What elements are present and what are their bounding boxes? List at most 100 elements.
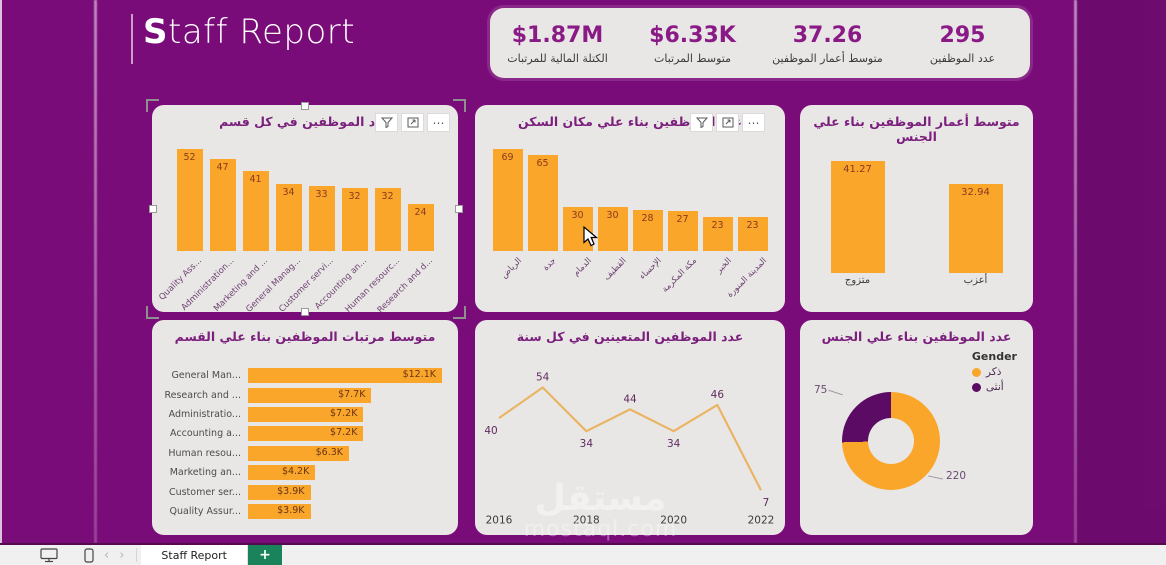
- selection-resize-handle[interactable]: [301, 308, 309, 316]
- filter-icon[interactable]: [375, 113, 398, 132]
- panel-employees-by-city[interactable]: ⋯ عدد الموظفين بناء علي مكان السكن 69 65 3…: [475, 105, 785, 312]
- bar[interactable]: 24: [407, 203, 434, 251]
- axis-label: Research and d...: [375, 256, 435, 312]
- bar[interactable]: 47: [209, 158, 236, 251]
- data-label: 23: [746, 220, 759, 231]
- selection-resize-handle[interactable]: [301, 102, 309, 110]
- page-title-initial: S: [143, 12, 168, 52]
- axis-label: أعزب: [963, 275, 988, 286]
- bar[interactable]: 34: [275, 184, 302, 251]
- bar[interactable]: 28: [632, 209, 663, 251]
- bar[interactable]: 41: [242, 170, 269, 251]
- data-label: 28: [641, 212, 654, 224]
- data-label: $7.7K: [338, 388, 366, 400]
- bar-row: Marketing an... $4.2K: [162, 463, 442, 482]
- data-label: 32: [348, 191, 361, 203]
- line-series[interactable]: [498, 386, 762, 491]
- bar-row: Quality Assur... $3.9K: [162, 502, 442, 521]
- callout-leader-line: [828, 389, 843, 396]
- bar[interactable]: $7.7K: [248, 387, 372, 403]
- kpi-average-salary[interactable]: $6.33K متوسط المرتبات: [625, 21, 760, 65]
- selection-corner: [146, 306, 159, 319]
- data-label: $12.1K: [402, 369, 436, 381]
- bar[interactable]: 33: [308, 186, 335, 251]
- bar[interactable]: $7.2K: [248, 426, 364, 442]
- more-options-icon[interactable]: ⋯: [742, 113, 765, 132]
- x-axis-tick: 2016: [486, 515, 513, 527]
- more-options-icon[interactable]: ⋯: [427, 113, 450, 132]
- title-accent-bar: [131, 14, 133, 64]
- legend-item-male[interactable]: ذكر: [971, 366, 1017, 378]
- left-edge-highlight: [0, 0, 2, 543]
- axis-label: General Man...: [171, 370, 241, 382]
- bar[interactable]: 27: [667, 211, 698, 251]
- bar[interactable]: 30: [597, 206, 628, 251]
- bar[interactable]: 32: [341, 188, 368, 251]
- selection-resize-handle[interactable]: [455, 205, 463, 213]
- canvas-divider-left: [94, 0, 97, 543]
- data-label: 30: [606, 209, 619, 221]
- bar[interactable]: $7.2K: [248, 406, 364, 422]
- plot-area: 52 47 41 34 33 32 32 24: [164, 149, 446, 251]
- axis-label: Quality Assur...: [169, 505, 241, 517]
- bar-row: Human resou... $6.3K: [162, 444, 442, 463]
- bar[interactable]: 65: [527, 154, 558, 251]
- bar-track: $4.2K: [248, 465, 442, 481]
- right-shade: [1077, 0, 1166, 543]
- axis-label: الخبر: [713, 256, 734, 276]
- mobile-view-icon[interactable]: [84, 547, 94, 563]
- bar[interactable]: 32: [374, 188, 401, 251]
- bar[interactable]: 69: [492, 149, 523, 251]
- data-label: 40: [484, 425, 497, 437]
- kpi-total-salaries[interactable]: $1.87M الكتلة المالية للمرتبات: [490, 21, 625, 65]
- bar-row: Research and ... $7.7K: [162, 385, 442, 404]
- bar[interactable]: $6.3K: [248, 445, 349, 461]
- axis-label: متزوج: [844, 275, 871, 286]
- axis-label: Accounting a...: [170, 428, 241, 440]
- selection-resize-handle[interactable]: [149, 205, 157, 213]
- kpi-average-age[interactable]: 37.26 متوسط أعمار الموظفين: [760, 21, 895, 65]
- next-page-arrow[interactable]: ›: [119, 547, 125, 563]
- donut-chart-gender[interactable]: [842, 392, 940, 490]
- donut-callout-female: 75: [814, 384, 828, 396]
- panel-salary-by-department[interactable]: متوسط مرتبات الموظفين بناء علي القسم Gen…: [152, 320, 458, 535]
- previous-page-arrow[interactable]: ‹: [104, 547, 110, 563]
- filter-icon[interactable]: [690, 113, 713, 132]
- kpi-employee-count[interactable]: 295 عدد الموظفين: [895, 21, 1030, 65]
- focus-mode-icon[interactable]: [401, 113, 424, 132]
- bar[interactable]: 23: [737, 217, 768, 251]
- kpi-summary-card: $1.87M الكتلة المالية للمرتبات $6.33K مت…: [490, 8, 1030, 78]
- panel-employees-per-department[interactable]: ⋯ عدد الموظفين في كل قسم 52 47 41 34 33 32 32 2…: [152, 105, 458, 312]
- bar[interactable]: 32.94: [948, 183, 1003, 273]
- bar-track: $6.3K: [248, 445, 442, 461]
- bar[interactable]: $12.1K: [248, 368, 442, 384]
- legend-dot-male: [971, 367, 981, 377]
- bar[interactable]: 23: [702, 217, 733, 251]
- bar-track: $3.9K: [248, 484, 442, 500]
- panel-hires-per-year[interactable]: عدد الموظفين المتعينين في كل سنة 40 54 34 4…: [475, 320, 785, 535]
- bar[interactable]: $3.9K: [248, 484, 311, 500]
- x-axis-labels: Quality Ass... Administration... Marketing…: [157, 253, 446, 312]
- panel-employees-by-gender[interactable]: عدد الموظفين بناء علي الجنس Gender ذكر أ…: [800, 320, 1033, 535]
- callout-leader-line: [928, 475, 943, 480]
- data-label: $6.3K: [315, 446, 343, 458]
- bar[interactable]: 52: [176, 149, 203, 251]
- kpi-label: الكتلة المالية للمرتبات: [507, 52, 608, 65]
- page-navigation-bar: ‹ › Staff Report +: [0, 543, 1166, 565]
- bar[interactable]: 41.27: [830, 161, 885, 273]
- bar[interactable]: 30: [562, 206, 593, 251]
- panel-average-age[interactable]: متوسط أعمار الموظفين بناء علي الجنس 41.2…: [800, 105, 1033, 312]
- data-label: 34: [667, 438, 681, 450]
- bar[interactable]: $3.9K: [248, 503, 311, 519]
- legend-dot-female: [971, 382, 981, 392]
- bar[interactable]: $4.2K: [248, 465, 316, 481]
- kpi-value: $6.33K: [649, 23, 736, 48]
- bar-row: General Man... $12.1K: [162, 366, 442, 385]
- desktop-view-icon[interactable]: [40, 547, 58, 563]
- page-tab-staff-report[interactable]: Staff Report: [141, 545, 248, 565]
- legend-item-female[interactable]: أنثى: [971, 381, 1017, 393]
- bar-track: $7.7K: [248, 387, 442, 403]
- page-title: Staff Report: [143, 12, 355, 52]
- focus-mode-icon[interactable]: [716, 113, 739, 132]
- add-page-button[interactable]: +: [247, 545, 282, 565]
